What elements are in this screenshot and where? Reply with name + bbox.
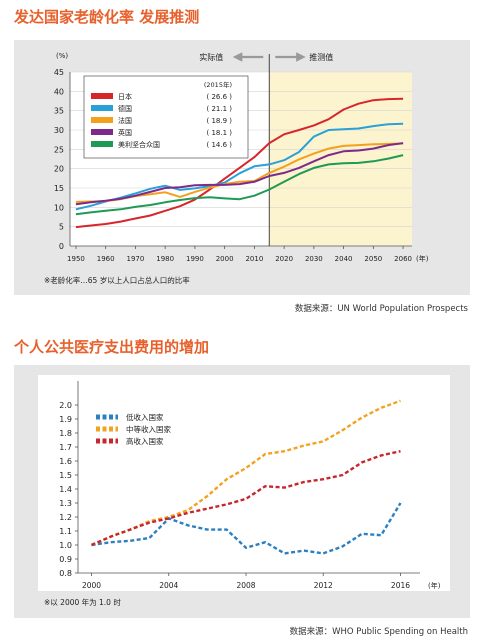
chart1-note: ※老龄化率…65 岁以上人口占总人口的比率	[44, 275, 190, 285]
y-tick-label: 15	[54, 184, 64, 193]
y-tick-label: 1.3	[59, 499, 72, 508]
legend-name: 低收入国家	[126, 412, 164, 422]
plot-area	[38, 375, 450, 591]
y-tick-label: 0.8	[59, 569, 72, 578]
series-line	[75, 122, 404, 211]
forecast-label: 推测值	[309, 52, 333, 62]
x-tick-label: 1950	[67, 255, 85, 263]
y-tick-label: 40	[54, 87, 64, 96]
right-arrow-icon	[275, 52, 306, 62]
series-line	[91, 450, 401, 547]
y-tick-label: 0.9	[59, 555, 72, 564]
x-tick-label: 2004	[159, 581, 178, 590]
y-tick-label: 1.7	[59, 443, 72, 452]
legend-swatch	[91, 105, 113, 111]
y-tick-label: 1.1	[59, 527, 72, 536]
x-tick-label: 2030	[305, 255, 323, 263]
legend-swatch	[91, 129, 113, 135]
chart1-title: 发达国家老龄化率 发展推测	[14, 8, 200, 26]
x-tick-label: 2020	[275, 255, 293, 263]
y-tick-label: 1.0	[59, 541, 72, 550]
series-line	[91, 502, 402, 555]
x-tick-label: 2008	[236, 581, 255, 590]
legend-swatch	[91, 141, 113, 147]
y-tick-label: 1.8	[59, 429, 72, 438]
x-tick-label: 2010	[245, 255, 263, 263]
x-tick-label: 2040	[335, 255, 353, 263]
legend-value: ( 14.6 )	[207, 141, 233, 149]
series-line	[75, 97, 404, 229]
x-tick-label: 2060	[394, 255, 412, 263]
x-tick-label: 2050	[364, 255, 382, 263]
y-tick-label: 25	[54, 145, 64, 154]
chart1-panel: 0 5 10 15 20 25 30 35 40 45 1950 1960 1970 1980 1990 20…	[14, 40, 470, 295]
x-tick-label: 2000	[82, 581, 101, 590]
y-tick-label: 0	[59, 242, 64, 251]
legend-header: (2015年)	[204, 80, 232, 89]
y-tick-label: 20	[54, 165, 64, 174]
legend-value: ( 18.1 )	[207, 129, 233, 137]
legend-value: ( 26.6 )	[207, 93, 233, 101]
actual-label: 实际值	[199, 52, 223, 62]
y-tick-label: 1.2	[59, 513, 72, 522]
chart2-panel: 0.8 0.9 1.0 1.1 1.2 1.3 1.4 1.5 1.6 1.7 1.8 1.9 2.0 2…	[14, 365, 470, 618]
chart1-source: 数据来源：UN World Population Prospects	[294, 304, 468, 314]
y-tick-label: 1.9	[59, 415, 72, 424]
legend-name: 高收入国家	[126, 436, 164, 446]
chart2-note: ※以 2000 年为 1.0 时	[44, 597, 121, 607]
x-tick-label: 1980	[156, 255, 174, 263]
legend-name: 法国	[118, 116, 132, 125]
health-spending-chart: 0.8 0.9 1.0 1.1 1.2 1.3 1.4 1.5 1.6 1.7 1.8 1.9 2.0 2…	[38, 375, 450, 607]
series-line	[75, 142, 404, 206]
series-line	[75, 154, 404, 216]
y-tick-label: 1.4	[59, 485, 72, 494]
x-unit-label: (年)	[416, 254, 429, 263]
left-arrow-icon	[232, 52, 264, 62]
x-tick-label: 1960	[97, 255, 115, 263]
y-tick-label: 35	[54, 107, 64, 116]
y-tick-label: 1.5	[59, 471, 72, 480]
legend-name: 德国	[118, 104, 132, 113]
x-tick-label: 1990	[186, 255, 204, 263]
x-tick-label: 2012	[314, 581, 333, 590]
legend-value: ( 18.9 )	[207, 117, 233, 125]
chart2-source: 数据来源：WHO Public Spending on Health	[289, 627, 468, 637]
legend-name: 日本	[118, 92, 132, 101]
y-tick-label: 5	[59, 223, 64, 232]
y-unit-label: (%)	[56, 52, 68, 60]
legend-name: 中等收入国家	[126, 424, 171, 434]
y-tick-label: 2.0	[59, 401, 72, 410]
x-tick-label: 1970	[127, 255, 145, 263]
y-tick-label: 10	[54, 203, 64, 212]
legend-swatch	[91, 117, 113, 123]
y-tick-label: 45	[54, 68, 64, 77]
aging-rate-chart: 0 5 10 15 20 25 30 35 40 45 1950 1960 1970 1980 1990 20…	[44, 52, 429, 285]
x-tick-label: 2016	[391, 581, 410, 590]
y-tick-label: 1.6	[59, 457, 72, 466]
y-tick-label: 30	[54, 126, 64, 135]
legend-value: ( 21.1 )	[207, 105, 233, 113]
x-tick-label: 2000	[216, 255, 234, 263]
legend-name: 美利坚合众国	[118, 140, 160, 149]
chart2-title: 个人公共医疗支出费用的增加	[14, 338, 210, 356]
legend-swatch	[91, 93, 113, 99]
legend-name: 英国	[118, 128, 132, 137]
x-unit-label: (年)	[428, 581, 441, 590]
